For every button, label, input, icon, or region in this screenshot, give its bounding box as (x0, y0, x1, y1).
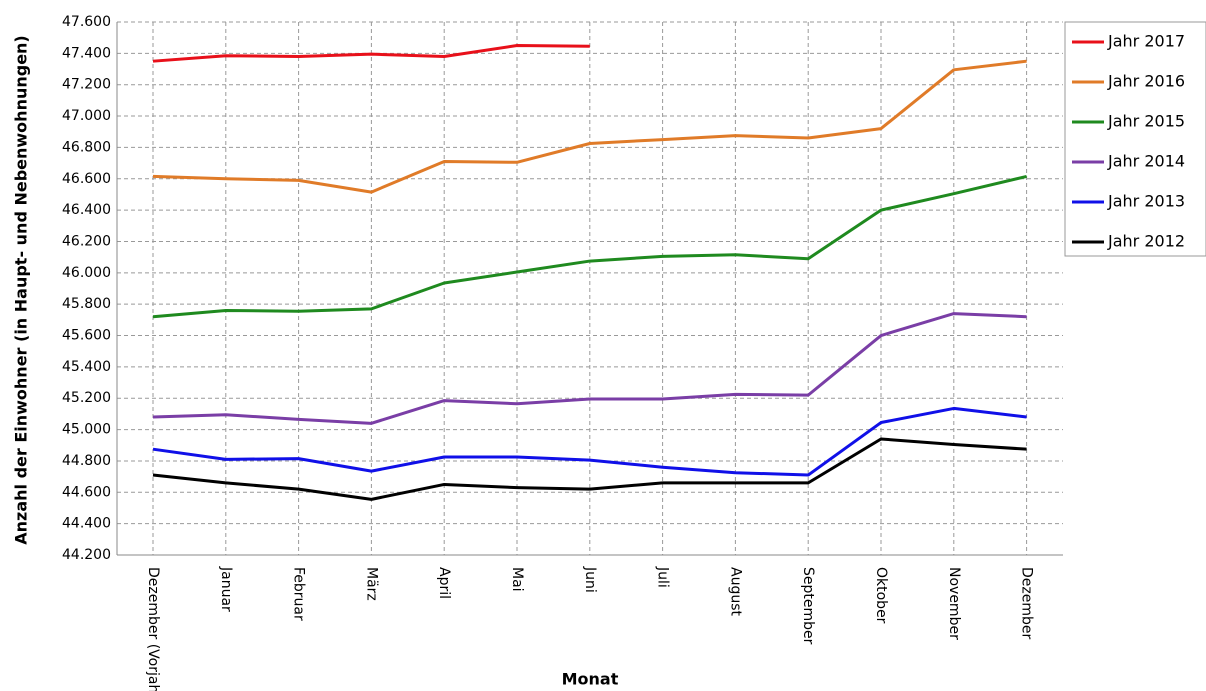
x-tick-label: September (800, 567, 816, 645)
series-line (152, 44, 590, 63)
y-tick-label: 46.000 (62, 265, 111, 281)
y-tick-label: 47.000 (62, 108, 111, 124)
x-tick-label: November (946, 567, 962, 640)
series-line (152, 174, 1027, 319)
legend-label: Jahr 2017 (1107, 32, 1185, 51)
y-tick-label: 45.800 (62, 296, 111, 312)
series-line (152, 437, 1027, 501)
x-tick-label: Mai (509, 567, 525, 592)
series-line (152, 406, 1027, 477)
y-tick-label: 47.600 (62, 14, 111, 30)
legend-label: Jahr 2015 (1107, 112, 1185, 131)
y-tick-label: 44.800 (62, 453, 111, 469)
y-tick-label: 44.600 (62, 484, 111, 500)
legend-label: Jahr 2012 (1107, 232, 1185, 251)
series-line (152, 59, 1027, 194)
x-tick-label: Dezember (Vorjahr) (145, 567, 161, 691)
y-axis-label: Anzahl der Einwohner (in Haupt- und Nebe… (12, 35, 31, 545)
legend-label: Jahr 2016 (1107, 72, 1185, 91)
y-tick-label: 44.400 (62, 516, 111, 532)
y-tick-label: 46.200 (62, 233, 111, 249)
y-tick-label: 45.000 (62, 422, 111, 438)
y-tick-label: 47.200 (62, 77, 111, 93)
y-tick-label: 46.800 (62, 139, 111, 155)
x-tick-label: Januar (218, 566, 234, 612)
y-tick-label: 44.200 (62, 547, 111, 563)
legend-box (1064, 21, 1206, 257)
y-tick-label: 46.600 (62, 171, 111, 187)
x-tick-label: Juli (655, 566, 671, 588)
x-tick-label: August (727, 567, 743, 617)
y-tick-label: 45.200 (62, 390, 111, 406)
y-tick-label: 47.400 (62, 45, 111, 61)
legend-label: Jahr 2014 (1107, 152, 1185, 171)
x-tick-label: März (363, 567, 379, 601)
x-tick-label: Oktober (873, 567, 889, 624)
y-tick-label: 46.400 (62, 202, 111, 218)
x-axis-label: Monat (562, 670, 619, 689)
x-tick-label: April (436, 567, 452, 599)
y-tick-label: 45.400 (62, 359, 111, 375)
series-line (152, 312, 1027, 425)
x-tick-label: Juni (582, 566, 598, 593)
legend-label: Jahr 2013 (1107, 192, 1185, 211)
x-tick-label: Dezember (1019, 567, 1035, 639)
x-tick-label: Februar (291, 567, 307, 621)
y-tick-label: 45.600 (62, 328, 111, 344)
